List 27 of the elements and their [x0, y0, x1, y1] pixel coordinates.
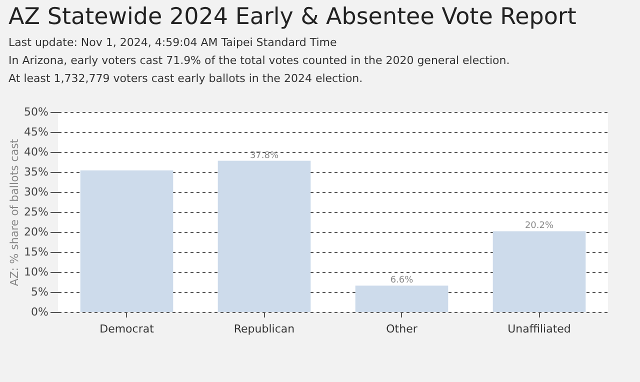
y-tick-label: 40%	[24, 146, 48, 158]
x-tick-label: Democrat	[100, 322, 155, 336]
x-tick-label: Unaffiliated	[508, 322, 571, 336]
y-tick-label: 30%	[24, 186, 48, 198]
bar	[492, 231, 586, 312]
y-tick-label: 5%	[31, 286, 48, 298]
text: In Arizona, early voters cast 71.9% of the total votes counted in the 2020 general election.	[8, 54, 510, 67]
data-label: 37.8%	[250, 150, 279, 161]
bar	[355, 286, 448, 312]
y-tick-label: 10%	[24, 266, 48, 278]
text: At least 1,732,779 voters cast early ballots in the 2024 election.	[8, 72, 363, 85]
data-label: 20.2%	[524, 221, 554, 232]
y-tick-label: 35%	[24, 166, 48, 178]
bar	[80, 170, 174, 312]
bar	[218, 160, 311, 312]
x-tick-label: Other	[386, 322, 418, 336]
y-tick-label: 0%	[31, 306, 48, 318]
chart-title: AZ Statewide 2024 Early & Absentee Vote Report	[8, 4, 576, 30]
y-tick-label: 45%	[24, 126, 48, 138]
data-label: 6.6%	[390, 276, 414, 286]
text: Last update: Nov 1, 2024, 4:59:04 AM Taipei Standard Time	[8, 36, 337, 49]
y-tick-label: 20%	[24, 226, 48, 238]
x-tick-label: Republican	[234, 322, 295, 336]
y-tick-label: 50%	[24, 106, 48, 118]
y-tick-label: 15%	[24, 246, 48, 258]
y-axis-title: AZ: % share of ballots cast	[8, 138, 22, 286]
y-tick-label: 25%	[24, 206, 48, 218]
